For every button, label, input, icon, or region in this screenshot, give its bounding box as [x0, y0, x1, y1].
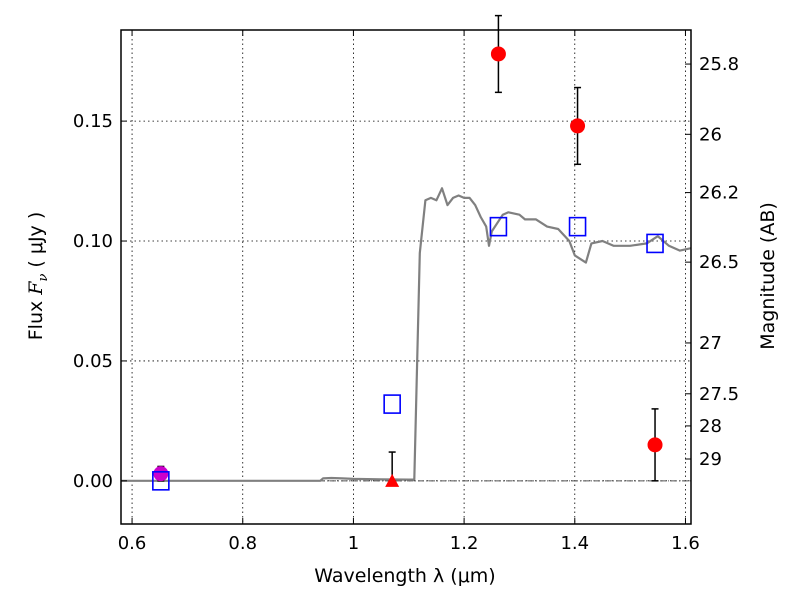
y2-tick-label: 25.8: [699, 54, 739, 75]
model-flux-square: [152, 471, 170, 491]
y-tick-label: 0.10: [73, 231, 113, 252]
upper-limit-triangle: [385, 473, 400, 487]
y-tick-label: 0.00: [73, 471, 113, 492]
observed-flux-point: [570, 118, 586, 134]
x-axis-title: Wavelength λ (μm): [314, 565, 495, 587]
optical-flux-point: [153, 466, 169, 482]
y2-tick-label: 26: [699, 124, 722, 145]
x-tick-label: 1.2: [450, 533, 479, 554]
y2-tick-label: 29: [699, 449, 722, 470]
model-flux-square: [646, 233, 664, 254]
x-tick-label: 1.4: [560, 533, 589, 554]
y-tick-label: 0.05: [73, 351, 113, 372]
plot-frame: [120, 29, 692, 525]
y-axis-title: Flux Fν ( μJy ): [25, 212, 51, 341]
grid-lines: [121, 30, 691, 524]
tick-labels: 0.6 0.8 1 1.2 1.4 1.6 0.00 0.05 0.10 0.15 25.8 26 26…: [73, 54, 739, 554]
y2-tick-label: 27: [699, 333, 722, 354]
model-flux-square: [568, 216, 587, 237]
y2-tick-label: 28: [699, 416, 722, 437]
x-tick-label: 0.8: [228, 533, 257, 554]
series-layer: [121, 14, 692, 491]
y-axis-title-subscript: ν: [36, 274, 51, 282]
observed-flux-point: [647, 437, 663, 453]
tick-marks: [121, 30, 691, 524]
y2-tick-label: 26.5: [699, 252, 739, 273]
x-tick-label: 1.6: [671, 533, 700, 554]
sed-model-line: [121, 187, 692, 482]
model-flux-square: [383, 394, 401, 414]
y2-tick-label: 27.5: [699, 384, 739, 405]
y2-axis-title: Magnitude (AB): [757, 202, 779, 350]
y2-tick-label: 26.2: [699, 183, 739, 204]
model-flux-square: [489, 216, 508, 237]
x-tick-label: 0.6: [118, 533, 147, 554]
y-axis-title-unit: ( μJy ): [25, 212, 47, 274]
y-axis-title-symbol: F: [25, 281, 47, 296]
y-axis-title-main: Flux: [25, 295, 47, 341]
observed-flux-point: [490, 46, 506, 62]
y-tick-label: 0.15: [73, 111, 113, 132]
x-tick-label: 1: [348, 533, 359, 554]
